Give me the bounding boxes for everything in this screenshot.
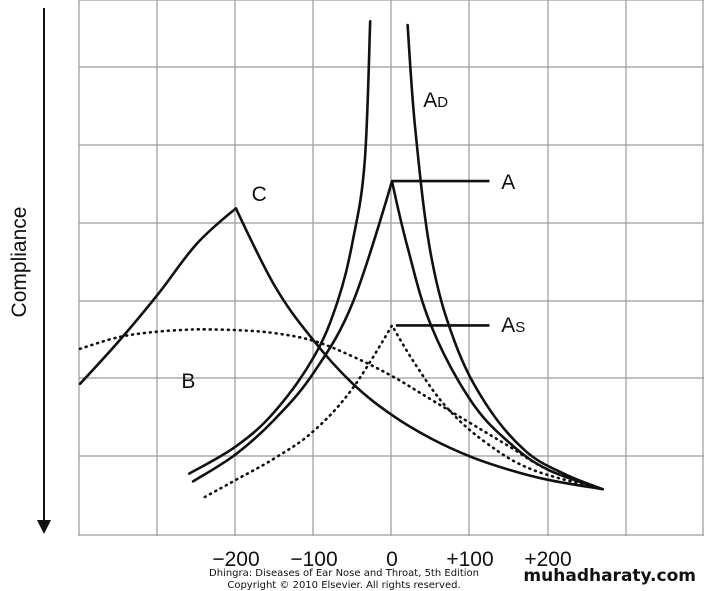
watermark: muhadharaty.com: [523, 566, 696, 586]
curve-label-subscript: D: [437, 94, 448, 111]
series-b-curve-1: [78, 328, 604, 491]
x-tick-labels: −200 −100 0 +100 +200: [212, 548, 571, 571]
source-credit-line2: Copyright © 2010 Elsevier. All rights re…: [227, 580, 461, 591]
x-tick-label-3: +100: [446, 548, 493, 571]
x-tick-label-0: −200: [212, 548, 259, 571]
series-ad-curve-3: [406, 23, 604, 491]
series-a-curve-4: [191, 179, 604, 491]
source-credit-line1: Dhingra: Diseases of Ear Nose and Throat…: [209, 568, 479, 579]
y-axis-label: Compliance: [8, 207, 31, 318]
x-tick-label-2: 0: [386, 548, 398, 571]
chart-curves: [78, 19, 604, 499]
y-axis-arrowhead: [37, 520, 51, 534]
chart-grid: [78, 0, 704, 536]
series-c-curve-0: [78, 207, 604, 491]
x-tick-label-4: +200: [524, 548, 571, 571]
curve-label-c-0: C: [252, 183, 267, 206]
series-as-curve-5: [203, 324, 604, 499]
curve-label-ad-2: AD: [423, 89, 448, 112]
series-ad-curve-2: [187, 19, 372, 475]
curve-label-b-1: B: [181, 370, 195, 393]
x-tick-label-1: −100: [290, 548, 337, 571]
curve-label-as-4: AS: [501, 314, 525, 337]
curve-label-subscript: S: [515, 319, 525, 336]
curve-label-a-3: A: [501, 171, 515, 194]
chart-annotations: C B AD A AS: [181, 89, 525, 393]
